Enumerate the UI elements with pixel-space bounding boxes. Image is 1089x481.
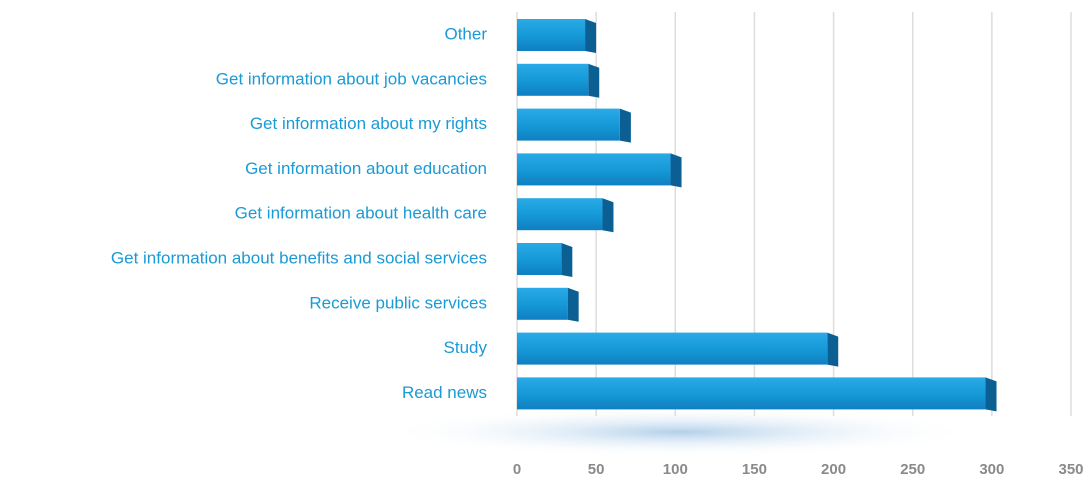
- bar-side: [567, 287, 579, 322]
- glow: [380, 407, 980, 457]
- category-label: Get information about education: [245, 159, 487, 178]
- bar-side: [670, 153, 682, 188]
- x-tick-label: 250: [900, 461, 925, 478]
- bar: [517, 19, 586, 51]
- bar-side: [588, 63, 600, 98]
- x-tick-label: 200: [821, 461, 846, 478]
- bar-side: [827, 332, 839, 367]
- category-label: Get information about benefits and socia…: [111, 248, 487, 267]
- bar: [517, 63, 589, 96]
- bar-side: [602, 198, 614, 233]
- x-tick-label: 100: [663, 461, 688, 478]
- x-tick-label: 50: [588, 461, 605, 478]
- x-tick-label: 300: [979, 461, 1004, 478]
- category-label: Get information about job vacancies: [216, 69, 487, 88]
- bar: [517, 243, 562, 275]
- bar: [517, 153, 671, 186]
- category-label: Study: [444, 338, 488, 357]
- category-label: Get information about health care: [235, 204, 487, 223]
- x-tick-label: 150: [742, 461, 767, 478]
- category-label: Get information about my rights: [250, 114, 487, 133]
- bar: [517, 108, 620, 141]
- bar-side: [561, 243, 573, 277]
- bar-side: [985, 377, 997, 412]
- bar-side: [619, 108, 631, 143]
- bar: [517, 287, 568, 320]
- bar-side: [585, 19, 597, 53]
- bar: [517, 332, 828, 365]
- bar: [517, 377, 986, 410]
- category-label: Read news: [402, 383, 487, 402]
- category-label: Receive public services: [309, 293, 487, 312]
- category-label: Other: [444, 24, 487, 43]
- x-tick-label: 0: [513, 461, 521, 478]
- x-tick-label: 350: [1058, 461, 1083, 478]
- bar: [517, 198, 603, 231]
